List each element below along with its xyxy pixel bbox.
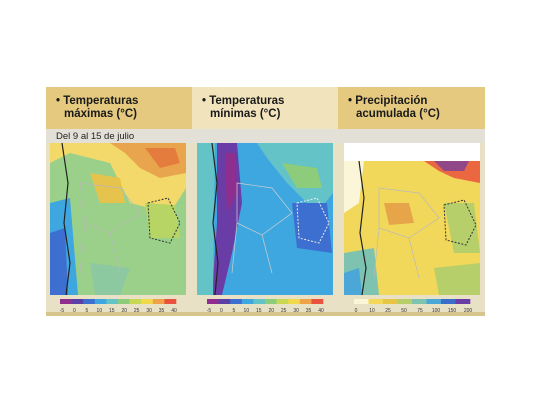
legend-swatch: [241, 299, 254, 304]
legend-swatch: [218, 299, 231, 304]
date-range: Del 9 al 15 de julio: [56, 131, 135, 142]
legend-tick-label: 25: [134, 308, 140, 314]
header-precip: Precipitación acumulada (°C): [338, 87, 485, 129]
legend-tick-label: 10: [97, 308, 103, 314]
legend-swatch: [288, 299, 301, 304]
title-min-temp: Temperaturas mínimas (°C): [202, 95, 284, 121]
legend-swatch: [311, 299, 324, 304]
header-min-temp: Temperaturas mínimas (°C): [192, 87, 338, 129]
title-min-temp-line2: mínimas (°C): [210, 108, 281, 120]
map-max-temp: [50, 143, 186, 295]
legend-max-temp-svg: -5 0 5 10 15 20 25 30 35 40: [60, 299, 177, 314]
legend-swatch: [118, 299, 130, 304]
legend-swatch: [426, 299, 442, 304]
legend-tick-label: 10: [369, 308, 375, 314]
legend-swatch: [83, 299, 96, 304]
title-precip-line1: Precipitación: [355, 95, 428, 107]
legend-tick-label: 20: [268, 308, 274, 314]
legend-tick-label: 0: [73, 308, 76, 314]
header-max-temp: Temperaturas máximas (°C): [46, 87, 192, 129]
legend-swatch: [265, 299, 277, 304]
legend-tick-label: -5: [60, 308, 65, 314]
legend-tick-label: 100: [432, 308, 441, 314]
legend-min-temp-svg: -5 0 5 10 15 20 25 30 35 40: [207, 299, 324, 314]
legend-swatch: [94, 299, 107, 304]
title-min-temp-line1: Temperaturas: [209, 95, 285, 107]
legend-max-temp: -5 0 5 10 15 20 25 30 35 40: [50, 296, 186, 316]
legend-tick-label: 15: [256, 308, 262, 314]
title-precip-line2: acumulada (°C): [356, 108, 440, 120]
legend-tick-label: 200: [464, 308, 473, 314]
legend-tick-label: 25: [281, 308, 287, 314]
title-max-temp-line2: máximas (°C): [64, 108, 137, 120]
legend-swatch: [129, 299, 142, 304]
legend-swatch: [354, 299, 369, 304]
legend-tick-label: 35: [159, 308, 165, 314]
legend-swatch: [207, 299, 219, 304]
map-precip: [344, 143, 480, 295]
legend-tick-label: 5: [232, 308, 235, 314]
legend-swatch: [368, 299, 384, 304]
legend-swatch: [253, 299, 266, 304]
legend-tick-label: 35: [306, 308, 312, 314]
legend-swatch: [397, 299, 413, 304]
legend-tick-label: 40: [318, 308, 324, 314]
legend-swatch: [455, 299, 471, 304]
legend-swatch: [60, 299, 72, 304]
map-min-temp: [197, 143, 333, 295]
legend-tick-label: 5: [85, 308, 88, 314]
legend-tick-label: 75: [417, 308, 423, 314]
legend-swatch: [412, 299, 427, 304]
title-max-temp-line1: Temperaturas: [63, 95, 139, 107]
legend-tick-label: 0: [355, 308, 358, 314]
legend-tick-label: 30: [293, 308, 299, 314]
legend-tick-label: 50: [401, 308, 407, 314]
legend-swatch: [276, 299, 289, 304]
legend-swatch: [441, 299, 456, 304]
legend-swatch: [152, 299, 165, 304]
legend-swatch: [383, 299, 398, 304]
legend-tick-label: 150: [448, 308, 457, 314]
legend-tick-label: 30: [146, 308, 152, 314]
legend-tick-label: 15: [109, 308, 115, 314]
legend-swatch: [230, 299, 243, 304]
legend-swatch: [106, 299, 119, 304]
legend-tick-label: 25: [385, 308, 391, 314]
legend-swatch: [299, 299, 312, 304]
date-bar: [46, 129, 485, 143]
legend-precip: 0 10 25 50 75 100 150 200: [344, 296, 480, 316]
legend-min-temp: -5 0 5 10 15 20 25 30 35 40: [197, 296, 333, 316]
legend-tick-label: -5: [207, 308, 212, 314]
legend-tick-label: 40: [171, 308, 177, 314]
legend-tick-label: 10: [244, 308, 250, 314]
title-precip: Precipitación acumulada (°C): [348, 95, 440, 121]
title-max-temp: Temperaturas máximas (°C): [56, 95, 138, 121]
bottom-bar: [46, 312, 485, 316]
legend-swatch: [141, 299, 154, 304]
legend-swatch: [164, 299, 177, 304]
legend-tick-label: 0: [220, 308, 223, 314]
legend-precip-svg: 0 10 25 50 75 100 150 200: [354, 299, 473, 314]
legend-swatch: [71, 299, 84, 304]
legend-tick-label: 20: [121, 308, 127, 314]
